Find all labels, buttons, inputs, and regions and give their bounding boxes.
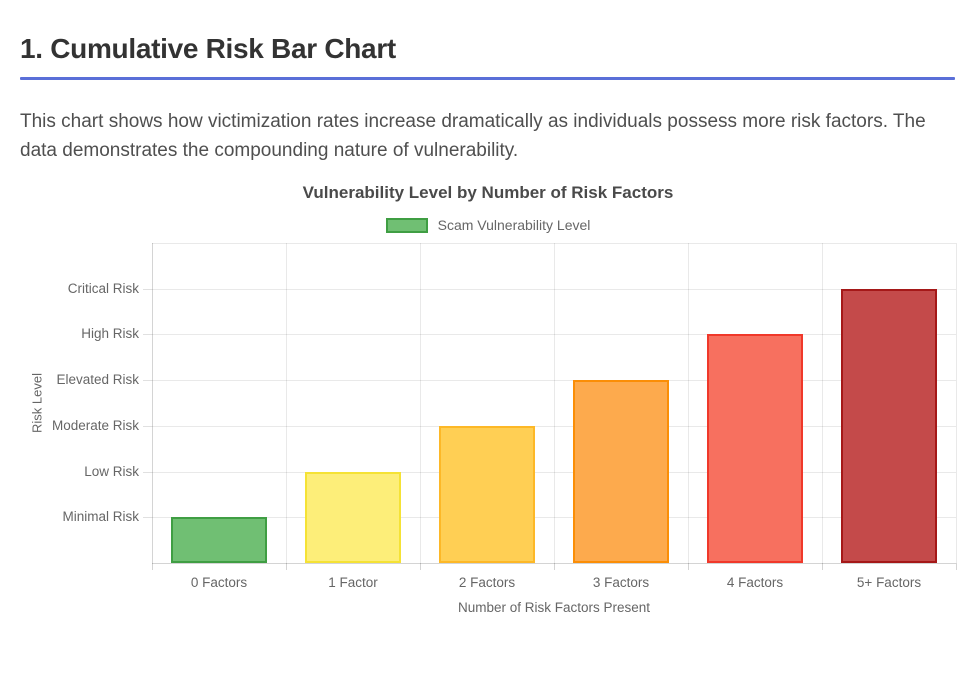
gridline-vertical (956, 243, 957, 563)
bar-2-factors[interactable] (438, 425, 536, 563)
x-tick-label: 0 Factors (190, 575, 248, 590)
y-axis-tick-mark (143, 380, 152, 382)
bar-1-factor[interactable] (304, 471, 402, 563)
gridline-horizontal (152, 563, 956, 564)
chart-title: Vulnerability Level by Number of Risk Fa… (302, 183, 674, 202)
y-axis-tick-mark (143, 334, 152, 336)
legend-item[interactable]: Scam Vulnerability Level (20, 217, 956, 233)
y-tick-label: Elevated Risk (56, 372, 139, 388)
x-axis-tick-mark (286, 563, 287, 570)
gridline-horizontal (152, 334, 956, 336)
gridline-vertical (152, 243, 153, 563)
gridline-horizontal (152, 243, 956, 244)
x-axis-tick-mark (956, 563, 957, 570)
x-axis-tick-mark (822, 563, 823, 570)
gridline-horizontal (152, 471, 956, 473)
page-title: 1. Cumulative Risk Bar Chart (20, 33, 396, 64)
x-axis-tick-mark (420, 563, 421, 570)
bar-3-factors[interactable] (572, 380, 670, 563)
gridline-vertical (688, 243, 689, 563)
plot-area: Minimal Risk Low Risk Moderate Risk Elevate… (52, 243, 957, 570)
gridline-horizontal (152, 288, 956, 290)
y-tick-label: High Risk (81, 326, 139, 342)
x-axis-tick-mark (554, 563, 555, 570)
legend-swatch (385, 217, 428, 233)
bar-0-factors[interactable] (170, 517, 268, 563)
x-tick-label: 2 Factors (458, 575, 516, 590)
gridline-vertical (286, 243, 287, 563)
bar-4-factors[interactable] (706, 334, 804, 563)
y-axis-tick-mark (143, 288, 152, 290)
x-tick-label: 5+ Factors (856, 575, 922, 590)
x-tick-label: 1 Factor (328, 575, 378, 590)
gridline-horizontal (152, 517, 956, 519)
gridline-vertical (554, 243, 555, 563)
y-axis-tick-mark (143, 517, 152, 519)
legend-label: Scam Vulnerability Level (437, 217, 591, 233)
chart-canvas: Vulnerability Level by Number of Risk Fa… (20, 183, 957, 624)
x-tick-label: 4 Factors (726, 575, 784, 590)
description-text: This chart shows how victimization rates… (20, 111, 926, 161)
y-tick-label: Moderate Risk (51, 417, 139, 433)
x-axis-tick-labels: 0 Factors 1 Factor 2 Factors 3 Factors 4 Fac… (152, 575, 956, 590)
y-tick-label: Critical Risk (67, 280, 139, 296)
x-axis-title: Number of Risk Factors Present (457, 600, 651, 615)
plot-region: Risk Level Minimal Risk Low Risk Moderate … (20, 243, 957, 624)
gridline-vertical (822, 243, 823, 563)
x-axis-tick-mark (688, 563, 689, 570)
bar-5-factors[interactable] (840, 288, 938, 563)
y-axis-tick-mark (143, 471, 152, 473)
gridline-vertical (420, 243, 421, 563)
y-tick-label: Minimal Risk (62, 509, 139, 525)
y-tick-label: Low Risk (84, 463, 139, 479)
x-axis-tick-mark (152, 563, 153, 570)
header-divider (20, 77, 955, 80)
gridline-horizontal (152, 380, 956, 382)
y-axis-tick-mark (143, 425, 152, 427)
page: 1. Cumulative Risk Bar Chart This chart … (0, 34, 980, 693)
x-tick-label: 3 Factors (592, 575, 650, 590)
gridline-horizontal (152, 425, 956, 427)
